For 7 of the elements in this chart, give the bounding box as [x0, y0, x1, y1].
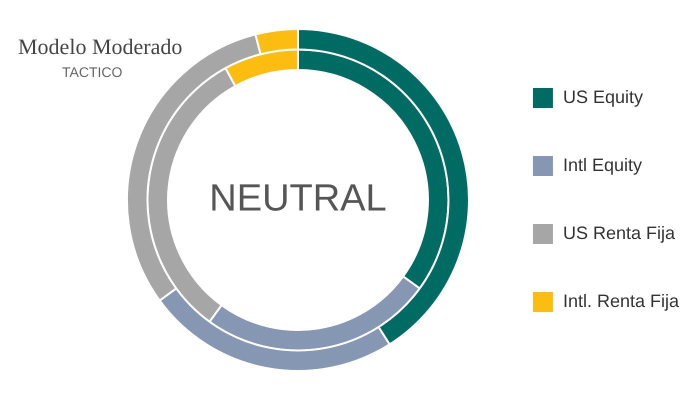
legend-label: Intl. Renta Fija	[562, 290, 680, 311]
legend-label: Intl Equity	[562, 154, 642, 175]
chart-title: Modelo Moderado	[18, 34, 182, 60]
legend-label: US Equity	[562, 86, 643, 107]
legend-label: US Renta Fija	[562, 222, 676, 243]
text: TACTICO	[62, 64, 122, 80]
text: NEUTRAL	[209, 177, 387, 220]
